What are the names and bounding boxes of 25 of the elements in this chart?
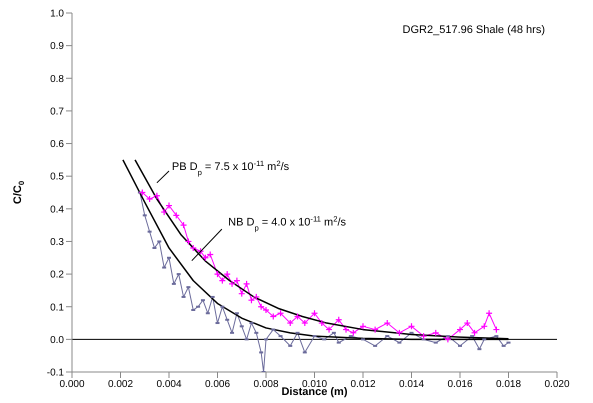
y-tick-label: 0.8 xyxy=(50,74,64,85)
y-tick-label: 0.3 xyxy=(50,237,64,248)
annotation: DGR2_517.96 Shale (48 hrs) xyxy=(402,24,545,36)
x-tick-label: 0.008 xyxy=(253,379,279,390)
y-tick-label: 0.2 xyxy=(50,270,64,281)
x-tick-label: 0.014 xyxy=(398,379,424,390)
x-tick-label: 0.020 xyxy=(544,379,570,390)
x-tick-label: 0.018 xyxy=(496,379,522,390)
y-tick-label: 1.0 xyxy=(50,8,64,20)
y-tick-label: 0.6 xyxy=(50,139,64,150)
y-tick-label: -0.1 xyxy=(46,368,64,379)
x-tick-label: 0.006 xyxy=(204,379,230,390)
y-tick-label: 0.9 xyxy=(50,41,64,52)
x-tick-label: 0.016 xyxy=(447,379,473,390)
y-tick-label: 0.4 xyxy=(50,204,64,216)
annotation: NB D$_{p}$ = 4.0 x 10$^{-11}$ m$^{2}$/s xyxy=(228,214,347,232)
y-tick-label: 0.7 xyxy=(50,106,64,118)
annotation: PB D$_{p}$ = 7.5 x 10$^{-11}$ m$^{2}$/s xyxy=(172,158,290,176)
y-tick-label: 0.5 xyxy=(50,172,64,183)
y-tick-label: 0.1 xyxy=(50,302,64,314)
y-tick-label: 0.0 xyxy=(50,334,64,346)
x-tick-label: 0.002 xyxy=(108,379,134,390)
x-tick-label: 0.012 xyxy=(350,379,376,390)
x-tick-label: 0.000 xyxy=(59,379,85,390)
x-tick-label: 0.004 xyxy=(156,379,182,390)
